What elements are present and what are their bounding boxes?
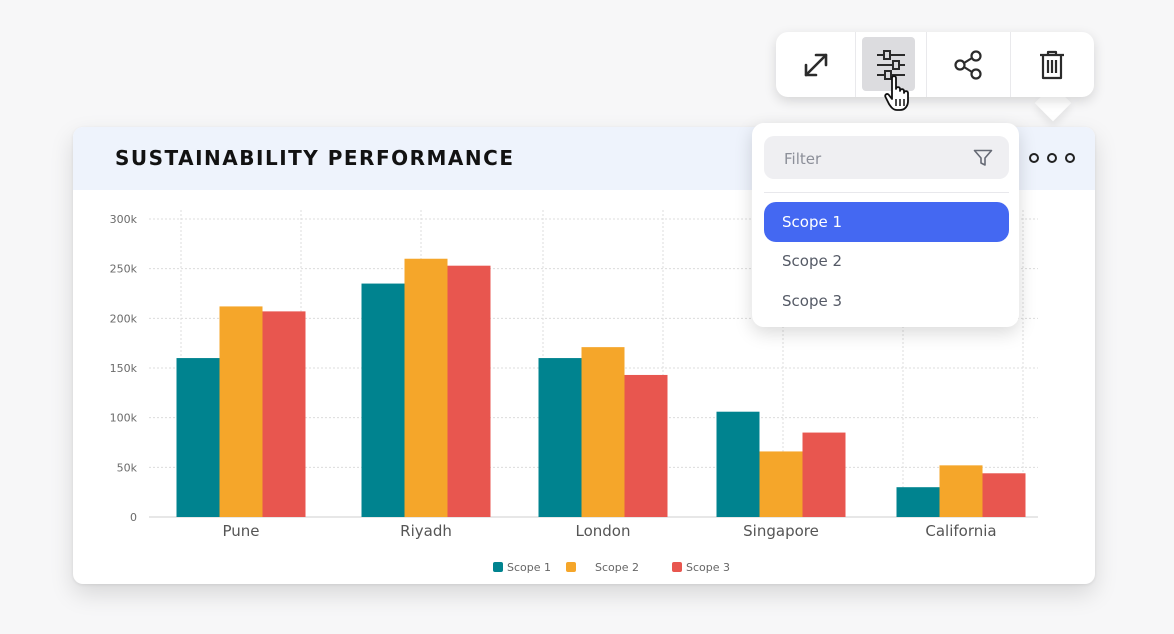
y-tick-label: 0: [130, 511, 137, 524]
more-dot-icon: [1065, 153, 1075, 163]
legend-swatch: [493, 562, 503, 572]
bar-scope-2: [404, 258, 448, 517]
filter-dropdown: Scope 1 Scope 2 Scope 3: [752, 123, 1019, 327]
bar-scope-3: [624, 374, 668, 517]
pointer-hand-icon: [884, 75, 909, 111]
delete-button[interactable]: [1011, 32, 1094, 97]
bar-scope-1: [361, 283, 405, 517]
share-button[interactable]: [927, 32, 1011, 97]
bar-scope-2: [759, 451, 803, 517]
filter-settings-button[interactable]: [856, 32, 927, 97]
chart-toolbar: [776, 32, 1094, 97]
bar-scope-3: [447, 265, 491, 517]
y-tick-label: 250k: [110, 263, 138, 276]
dropdown-divider: [764, 192, 1009, 193]
bar-scope-2: [581, 347, 625, 517]
y-tick-label: 200k: [110, 312, 138, 325]
x-tick-label: Riyadh: [400, 522, 452, 540]
dropdown-item-scope-3[interactable]: Scope 3: [782, 292, 843, 310]
share-icon: [954, 49, 982, 80]
expand-icon: [804, 53, 827, 76]
bar-scope-1: [176, 358, 220, 517]
bar-scope-1: [716, 411, 760, 517]
legend-label: Scope 3: [686, 561, 730, 574]
y-tick-label: 300k: [110, 213, 138, 226]
bar-scope-3: [802, 432, 846, 517]
x-tick-label: Singapore: [743, 522, 819, 540]
bar-scope-3: [982, 473, 1026, 517]
more-dot-icon: [1047, 153, 1057, 163]
y-tick-label: 50k: [117, 461, 138, 474]
bar-scope-3: [262, 311, 306, 517]
x-tick-label: London: [576, 522, 631, 540]
bar-scope-2: [939, 465, 983, 517]
dropdown-item-scope-1[interactable]: Scope 1: [764, 202, 1009, 242]
more-dot-icon: [1029, 153, 1039, 163]
x-tick-label: California: [925, 522, 996, 540]
funnel-icon[interactable]: [973, 149, 993, 167]
legend-label: Scope 1: [507, 561, 551, 574]
expand-button[interactable]: [776, 32, 857, 97]
bar-scope-1: [896, 487, 940, 517]
more-options-button[interactable]: [1029, 153, 1075, 163]
bar-chart: 300k 250k 200k 150k 100k 50k 0 Pune Riyadh London…: [110, 210, 1038, 574]
bar-scope-2: [219, 306, 263, 517]
x-tick-label: Pune: [222, 522, 259, 540]
dropdown-item-scope-2[interactable]: Scope 2: [782, 252, 843, 270]
legend-swatch: [672, 562, 682, 572]
legend-swatch: [566, 562, 576, 572]
card-title: SUSTAINABILITY PERFORMANCE: [115, 146, 515, 170]
y-tick-label: 150k: [110, 362, 138, 375]
bar-scope-1: [538, 358, 582, 517]
legend-label: Scope 2: [595, 561, 639, 574]
trash-icon: [1040, 50, 1065, 79]
filter-input[interactable]: [782, 136, 966, 181]
sliders-icon: [876, 49, 905, 80]
y-tick-label: 100k: [110, 412, 138, 425]
filter-field: [764, 136, 1009, 181]
